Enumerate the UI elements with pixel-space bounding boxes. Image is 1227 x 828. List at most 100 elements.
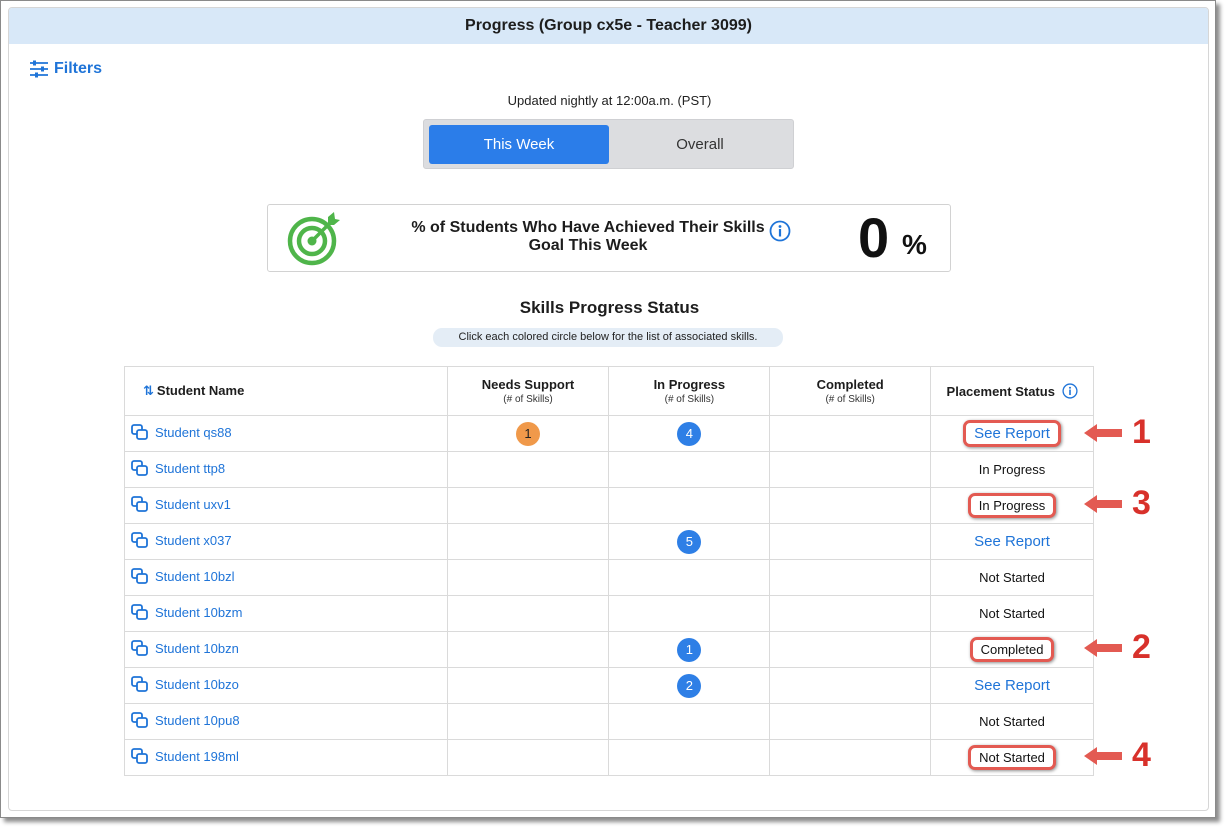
student-cell: Student 10bzm [124,595,448,632]
needs-support-cell [446,451,610,488]
completed-cell [769,559,932,596]
needs-support-cell [446,595,610,632]
left-arrow-icon [1084,638,1122,657]
table-row: Student ttp8 In Progress [124,451,1094,488]
in-progress-header: In Progress (# of Skills) [608,366,771,416]
completed-header: Completed (# of Skills) [769,366,932,416]
copy-link-icon [131,532,148,548]
target-arrow-icon [287,212,340,266]
copy-link-icon [131,640,148,656]
in-progress-count[interactable]: 5 [677,529,702,554]
completed-cell [769,703,932,740]
in-progress-count[interactable]: 2 [677,673,702,698]
goal-percent-value: 0 [858,206,890,269]
placement-status-cell: Not Started [930,595,1094,632]
copy-link-icon [131,568,148,584]
student-link[interactable]: Student 10bzl [131,568,235,584]
callout-4: 4 [1084,736,1151,775]
in-progress-cell [608,451,771,488]
needs-support-cell [446,631,610,668]
in-progress-cell: 2 [608,667,771,704]
info-icon[interactable] [1061,383,1078,399]
student-cell: Student 10pu8 [124,703,448,740]
screenshot-frame: Progress (Group cx5e - Teacher 3099) Fil… [0,0,1216,818]
student-link[interactable]: Student qs88 [131,424,232,440]
placement-status-cell: See Report [930,667,1094,704]
copy-link-icon [131,712,148,728]
table-row: Student 10pu8 Not Started [124,703,1094,740]
copy-link-icon [131,748,148,764]
filters-button[interactable]: Filters [29,60,102,78]
placement-status-cell: Not Started [930,559,1094,596]
copy-link-icon [131,496,148,512]
copy-link-icon [131,676,148,692]
student-cell: Student 10bzl [124,559,448,596]
needs-support-cell: 1 [446,415,610,452]
in-progress-cell: 5 [608,523,771,560]
placement-status-cell: See Report [930,523,1094,560]
needs-support-cell [446,487,610,524]
needs-support-cell [446,739,610,776]
student-link[interactable]: Student 10pu8 [131,712,240,728]
table-header-row: ⇅ Student Name Needs Support (# of Skills… [124,366,1094,416]
progress-panel: Progress (Group cx5e - Teacher 3099) Fil… [8,7,1209,811]
callout-2: 2 [1084,628,1151,667]
see-report-link[interactable]: See Report [963,420,1061,447]
needs-support-count[interactable]: 1 [516,421,541,446]
completed-cell [769,451,932,488]
completed-cell [769,595,932,632]
student-link[interactable]: Student 10bzn [131,640,239,656]
copy-link-icon [131,604,148,620]
in-progress-cell: 1 [608,631,771,668]
completed-cell [769,739,932,776]
tab-overall[interactable]: Overall [676,136,724,153]
student-link[interactable]: Student ttp8 [131,460,225,476]
in-progress-count[interactable]: 4 [677,421,702,446]
goal-summary-card: % of Students Who Have Achieved Their Sk… [267,204,951,272]
student-link[interactable]: Student 10bzm [131,604,242,620]
table-row: Student 10bzm Not Started [124,595,1094,632]
callout-1: 1 [1084,413,1151,452]
table-row: Student 10bzn 1 Completed [124,631,1094,668]
sort-arrows-icon[interactable]: ⇅ [143,383,154,398]
in-progress-cell [608,559,771,596]
table-row: Student 10bzl Not Started [124,559,1094,596]
placement-status-text: Not Started [979,714,1045,729]
in-progress-count[interactable]: 1 [677,637,702,662]
in-progress-cell [608,487,771,524]
student-name-header[interactable]: ⇅ Student Name [124,366,448,416]
placement-status-cell: Not Started [930,703,1094,740]
placement-status-cell: In Progress [930,451,1094,488]
page-title: Progress (Group cx5e - Teacher 3099) [9,8,1208,44]
completed-cell [769,667,932,704]
student-link[interactable]: Student 10bzo [131,676,239,692]
tab-this-week[interactable]: This Week [429,125,609,164]
student-cell: Student uxv1 [124,487,448,524]
placement-status-text: In Progress [967,493,1057,518]
student-link[interactable]: Student 198ml [131,748,239,764]
needs-support-cell [446,667,610,704]
placement-status-cell: In Progress [930,487,1094,524]
placement-status-text: Not Started [979,570,1045,585]
goal-description: % of Students Who Have Achieved Their Sk… [411,219,765,254]
table-row: Student uxv1 In Progress [124,487,1094,524]
needs-support-cell [446,523,610,560]
student-cell: Student x037 [124,523,448,560]
student-link[interactable]: Student uxv1 [131,496,231,512]
student-cell: Student 198ml [124,739,448,776]
callout-3: 3 [1084,484,1151,523]
placement-status-cell: See Report [930,415,1094,452]
see-report-link[interactable]: See Report [974,677,1050,694]
filters-label: Filters [54,60,103,77]
student-cell: Student qs88 [124,415,448,452]
placement-status-text: Not Started [979,606,1045,621]
period-toggle: This Week Overall [423,119,794,169]
goal-percent-unit: % [902,229,927,260]
in-progress-cell [608,595,771,632]
info-icon[interactable] [769,220,791,242]
skills-section-title: Skills Progress Status [519,298,700,317]
in-progress-cell [608,703,771,740]
student-link[interactable]: Student x037 [131,532,232,548]
see-report-link[interactable]: See Report [974,533,1050,550]
updated-note: Updated nightly at 12:00a.m. (PST) [507,93,712,108]
